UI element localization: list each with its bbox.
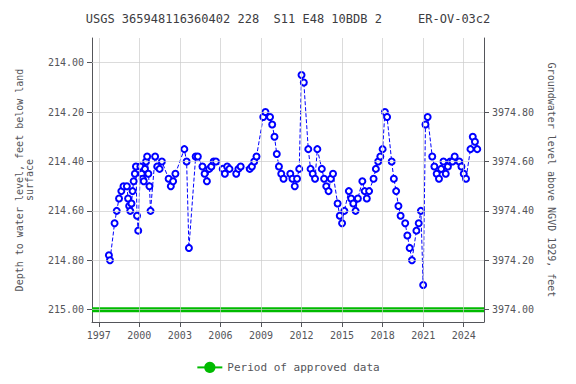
svg-text:3974.00: 3974.00	[492, 304, 534, 315]
svg-text:Period of approved data: Period of approved data	[227, 361, 379, 374]
svg-text:Depth to water level, feet bel: Depth to water level, feet below land	[13, 68, 25, 292]
svg-text:214.80: 214.80	[48, 255, 84, 266]
svg-text:surface: surface	[24, 159, 35, 201]
svg-text:2006: 2006	[208, 330, 232, 341]
svg-text:USGS 365948116360402 228 S11: USGS 365948116360402 228 S11 E48 10BDB 2…	[86, 12, 491, 26]
svg-text:1997: 1997	[87, 330, 111, 341]
svg-text:2024: 2024	[452, 330, 476, 341]
svg-text:2012: 2012	[289, 330, 313, 341]
svg-text:214.00: 214.00	[48, 57, 84, 68]
svg-text:2021: 2021	[411, 330, 435, 341]
svg-text:214.60: 214.60	[48, 205, 84, 216]
svg-text:2015: 2015	[330, 330, 354, 341]
svg-text:3974.80: 3974.80	[492, 107, 534, 118]
svg-text:2003: 2003	[168, 330, 192, 341]
svg-text:214.40: 214.40	[48, 156, 84, 167]
svg-text:2018: 2018	[371, 330, 395, 341]
svg-text:Groundwater level above NGVD 1: Groundwater level above NGVD 1929, feet	[546, 63, 557, 298]
svg-text:3974.40: 3974.40	[492, 205, 534, 216]
svg-text:3974.20: 3974.20	[492, 255, 534, 266]
svg-text:215.00: 215.00	[48, 304, 84, 315]
svg-text:2009: 2009	[249, 330, 273, 341]
svg-text:2000: 2000	[127, 330, 151, 341]
svg-text:3974.60: 3974.60	[492, 156, 534, 167]
svg-text:214.20: 214.20	[48, 107, 84, 118]
